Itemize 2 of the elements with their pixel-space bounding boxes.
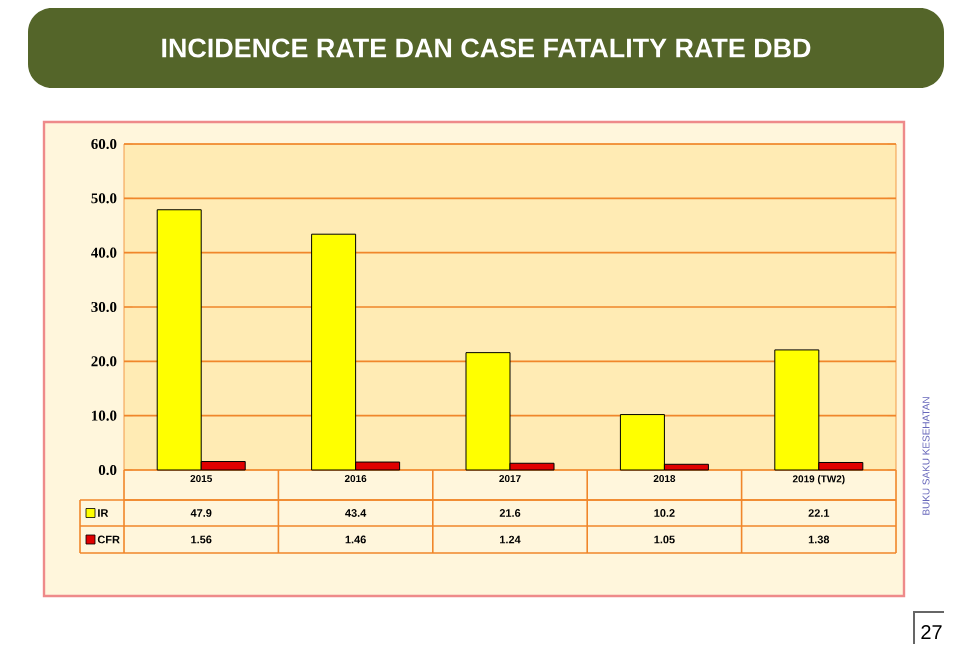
chart-title: INCIDENCE RATE DAN CASE FATALITY RATE DBD: [162, 38, 811, 58]
text: 27: [921, 625, 942, 639]
